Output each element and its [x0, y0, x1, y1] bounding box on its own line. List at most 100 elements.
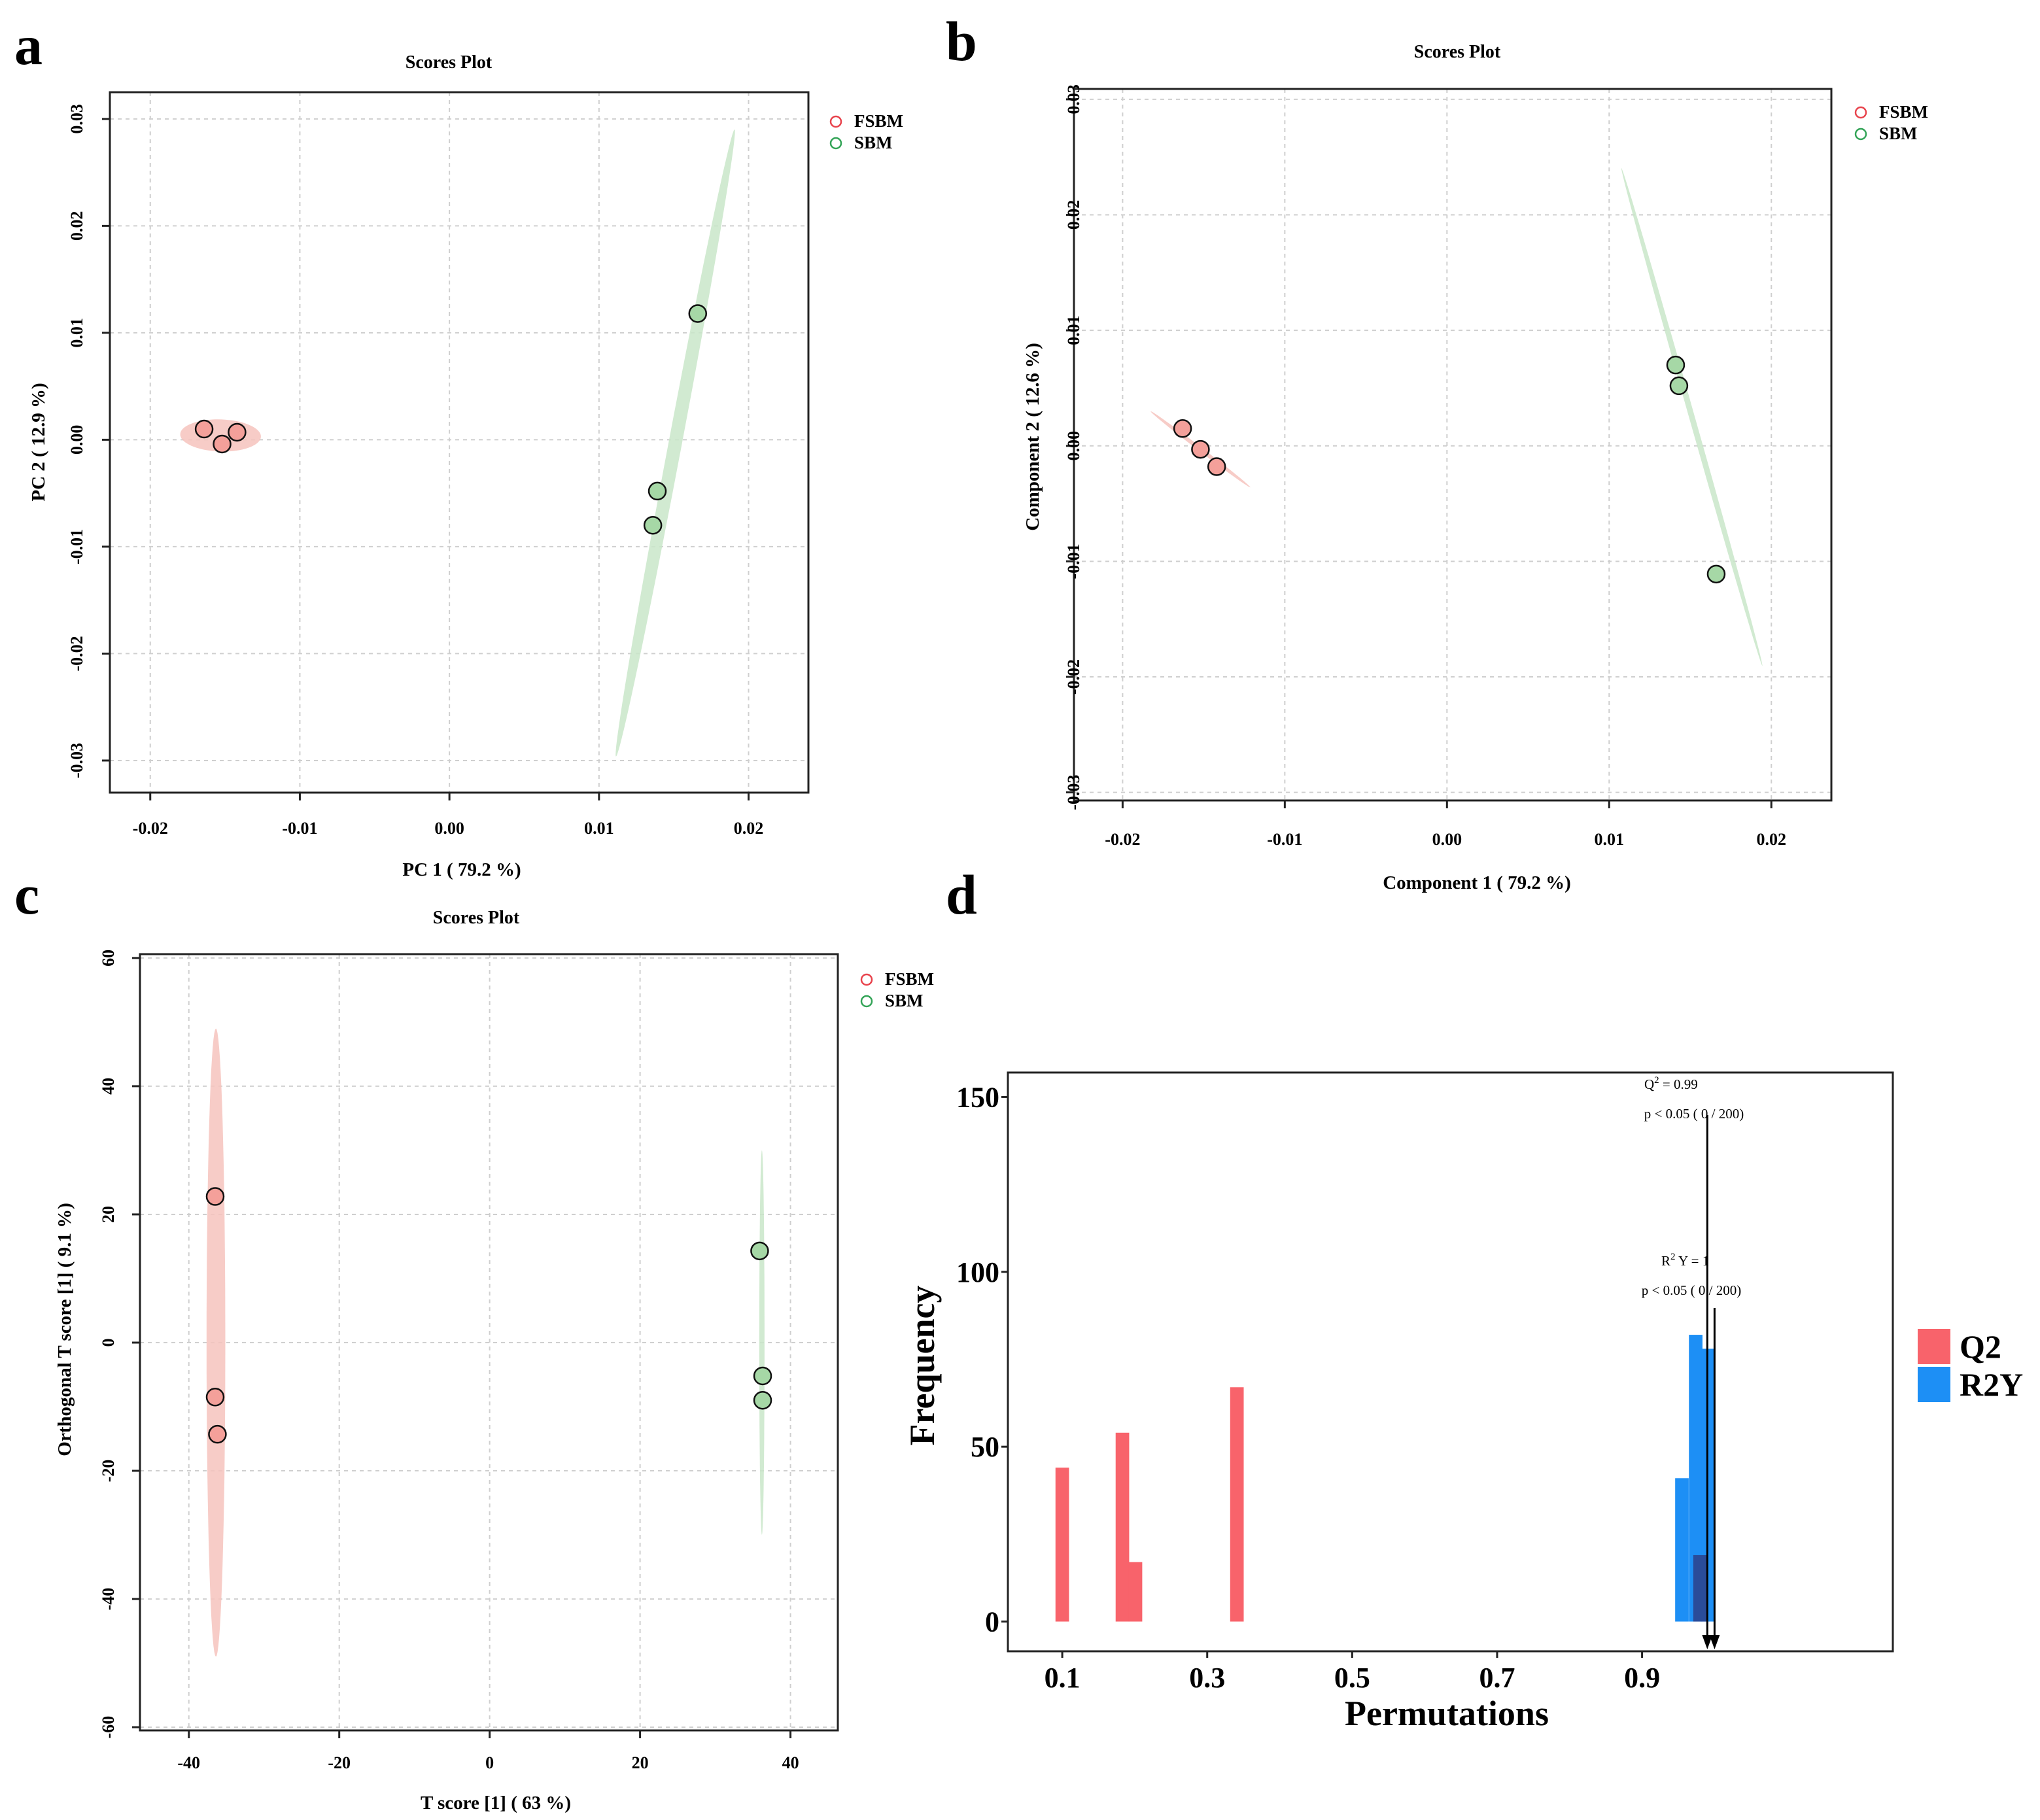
panel-a-point-sbm-1 — [648, 481, 667, 501]
panel-b-ytick-label-6: 0.03 — [1064, 84, 1083, 114]
panel-b-plot-frame — [1073, 88, 1833, 802]
panel-b-xtick-label-3: 0.01 — [1595, 830, 1625, 849]
panel-d-r2y-arrow-head — [1709, 1635, 1720, 1649]
panel-b-ytick-label-2: -0.01 — [1064, 543, 1083, 579]
panel-d-r2y-annotation: R2 Y = 1 — [1661, 1252, 1709, 1269]
panel-c-point-fsbm-0 — [205, 1187, 225, 1206]
panel-b-xtick-label-0: -0.02 — [1105, 830, 1140, 849]
panel-c-xtick-label-3: 20 — [632, 1753, 649, 1772]
panel-d-bar-r2y-0 — [1675, 1478, 1689, 1622]
panel-a-scores-plot: -0.02 -0.01 0.00 0.01 0.02 -0.03 -0.02 -0.01 0.0… — [28, 52, 903, 880]
panel-c-point-sbm-2 — [753, 1390, 772, 1410]
panel-b-point-sbm-2 — [1706, 564, 1726, 584]
panel-d-x-axis-label: Permutations — [1345, 1694, 1549, 1733]
panel-d-ytick-label-1: 50 — [971, 1431, 999, 1463]
panel-a-point-fsbm-2 — [228, 422, 247, 442]
panel-b-y-axis-label: Component 2 ( 12.6 %) — [1022, 343, 1043, 531]
panel-d-r2y-value: Y = 1 — [1676, 1253, 1710, 1269]
panel-d-legend-swatch-r2y — [1918, 1367, 1950, 1402]
panel-d-bar-q2-0 — [1055, 1468, 1069, 1622]
panel-b-ellipse-sbm — [1621, 167, 1763, 666]
panel-b-xtick-label-4: 0.02 — [1757, 830, 1787, 849]
panel-c-xtick-label-0: -40 — [177, 1753, 200, 1772]
panel-d-q2-value: = 0.99 — [1659, 1076, 1698, 1092]
panel-c-y-axis-label: Orthogonal T score [1] ( 9.1 %) — [54, 1203, 75, 1456]
panel-a-xtick-label-2: 0.00 — [434, 819, 464, 838]
panel-d-y-axis-label: Frequency — [903, 1286, 942, 1446]
panel-letter-d: d — [946, 863, 977, 926]
panel-d-xtick-label-1: 0.3 — [1189, 1662, 1225, 1694]
panel-d-xtick-label-2: 0.5 — [1334, 1662, 1370, 1694]
panel-a-ytick-label-3: 0.00 — [67, 425, 86, 455]
panel-c-ytick-label-6: 60 — [99, 950, 118, 967]
panel-c-ytick-label-3: 0 — [99, 1338, 118, 1347]
panel-d-q2-annotation: Q2 = 0.99 — [1644, 1075, 1698, 1092]
panel-c-title: Scores Plot — [433, 908, 520, 928]
panel-letter-a: a — [14, 14, 43, 77]
panel-b-legend-marker-sbm — [1854, 128, 1867, 141]
panel-b-legend-marker-fsbm — [1854, 106, 1867, 119]
panel-b-ytick-label-3: 0.00 — [1064, 431, 1083, 461]
panel-c-scores-plot: -40 -20 0 20 40 -60 -40 -20 0 20 40 60 Scores Plot T … — [54, 908, 934, 1813]
panel-d-ytick-label-2: 100 — [956, 1256, 999, 1288]
panel-d-ytick-label-3: 150 — [956, 1081, 999, 1113]
panel-a-ytick-label-2: -0.01 — [67, 529, 86, 564]
panel-a-xtick-label-3: 0.01 — [584, 819, 614, 838]
panel-c-ellipse-fsbm — [206, 1028, 226, 1657]
panel-c-x-axis-label: T score [1] ( 63 %) — [421, 1793, 571, 1813]
panel-c-legend-label-fsbm: FSBM — [885, 969, 934, 989]
panel-c-ytick-label-0: -60 — [99, 1716, 118, 1739]
panel-c-legend-label-sbm: SBM — [885, 991, 924, 1010]
panel-d-xtick-label-3: 0.7 — [1479, 1662, 1515, 1694]
panel-d-xtick-label-0: 0.1 — [1045, 1662, 1081, 1694]
panel-b-title: Scores Plot — [1414, 42, 1501, 62]
panel-c-ytick-label-1: -40 — [99, 1588, 118, 1611]
panel-b-point-fsbm-2 — [1207, 457, 1226, 476]
panel-b-ytick-label-1: -0.02 — [1064, 659, 1083, 695]
panel-a-ytick-label-6: 0.03 — [67, 104, 86, 134]
panel-a-point-fsbm-0 — [194, 419, 214, 439]
panel-d-xtick-label-4: 0.9 — [1624, 1662, 1660, 1694]
panel-d-r2y-superscript: 2 — [1670, 1252, 1676, 1262]
panel-c-point-sbm-0 — [750, 1241, 769, 1261]
panel-a-ytick-label-5: 0.02 — [67, 211, 86, 241]
panel-a-xtick-label-0: -0.02 — [133, 819, 168, 838]
panel-b-xtick-label-1: -0.01 — [1267, 830, 1302, 849]
panel-d-legend-swatch-q2 — [1918, 1329, 1950, 1364]
panel-a-plot-frame — [109, 91, 810, 794]
panel-d-bar-q2-2 — [1128, 1562, 1143, 1622]
panel-a-point-fsbm-1 — [213, 434, 232, 454]
panel-c-ytick-label-2: -20 — [99, 1460, 118, 1483]
panel-d-legend-label-r2y: R2Y — [1960, 1366, 2023, 1403]
panel-d-bar-q2-1 — [1115, 1432, 1130, 1622]
panel-d-bar-q2-3 — [1230, 1387, 1244, 1622]
panel-a-ytick-label-1: -0.02 — [67, 636, 86, 671]
panel-letter-c: c — [14, 863, 39, 926]
panel-b-ytick-label-0: -0.03 — [1064, 775, 1083, 810]
panel-b-point-fsbm-1 — [1191, 439, 1210, 459]
panel-c-ytick-label-5: 40 — [99, 1078, 118, 1095]
panel-c-xtick-label-1: -20 — [328, 1753, 351, 1772]
panel-a-y-axis-label: PC 2 ( 12.9 %) — [28, 383, 49, 501]
panel-a-xtick-label-1: -0.01 — [282, 819, 317, 838]
panel-d-q2-pvalue: p < 0.05 ( 0 / 200) — [1644, 1106, 1744, 1122]
panel-b-legend-label-fsbm: FSBM — [1879, 102, 1928, 122]
panel-a-legend-label-sbm: SBM — [854, 133, 893, 152]
panel-c-xtick-label-4: 40 — [782, 1753, 799, 1772]
panel-d-legend-label-q2: Q2 — [1960, 1328, 2001, 1365]
panel-a-ytick-label-4: 0.01 — [67, 318, 86, 348]
panel-b-point-fsbm-0 — [1173, 419, 1192, 438]
panel-b-x-axis-label: Component 1 ( 79.2 %) — [1383, 872, 1571, 893]
panel-d-q2-superscript: 2 — [1654, 1075, 1659, 1086]
panel-b-ytick-label-4: 0.01 — [1064, 315, 1083, 345]
panel-c-ellipse-sbm — [759, 1150, 765, 1535]
panel-d-bar-q2-4 — [1693, 1554, 1707, 1622]
panel-a-x-axis-label: PC 1 ( 79.2 %) — [402, 859, 521, 880]
panel-a-point-sbm-2 — [688, 304, 708, 323]
panel-d-q2-arrow-head — [1702, 1635, 1713, 1649]
panel-c-point-fsbm-1 — [205, 1388, 225, 1407]
panel-b-point-sbm-0 — [1666, 355, 1686, 375]
panel-a-ellipse-sbm — [615, 129, 735, 757]
panel-d-q2-letter: Q — [1644, 1076, 1654, 1092]
